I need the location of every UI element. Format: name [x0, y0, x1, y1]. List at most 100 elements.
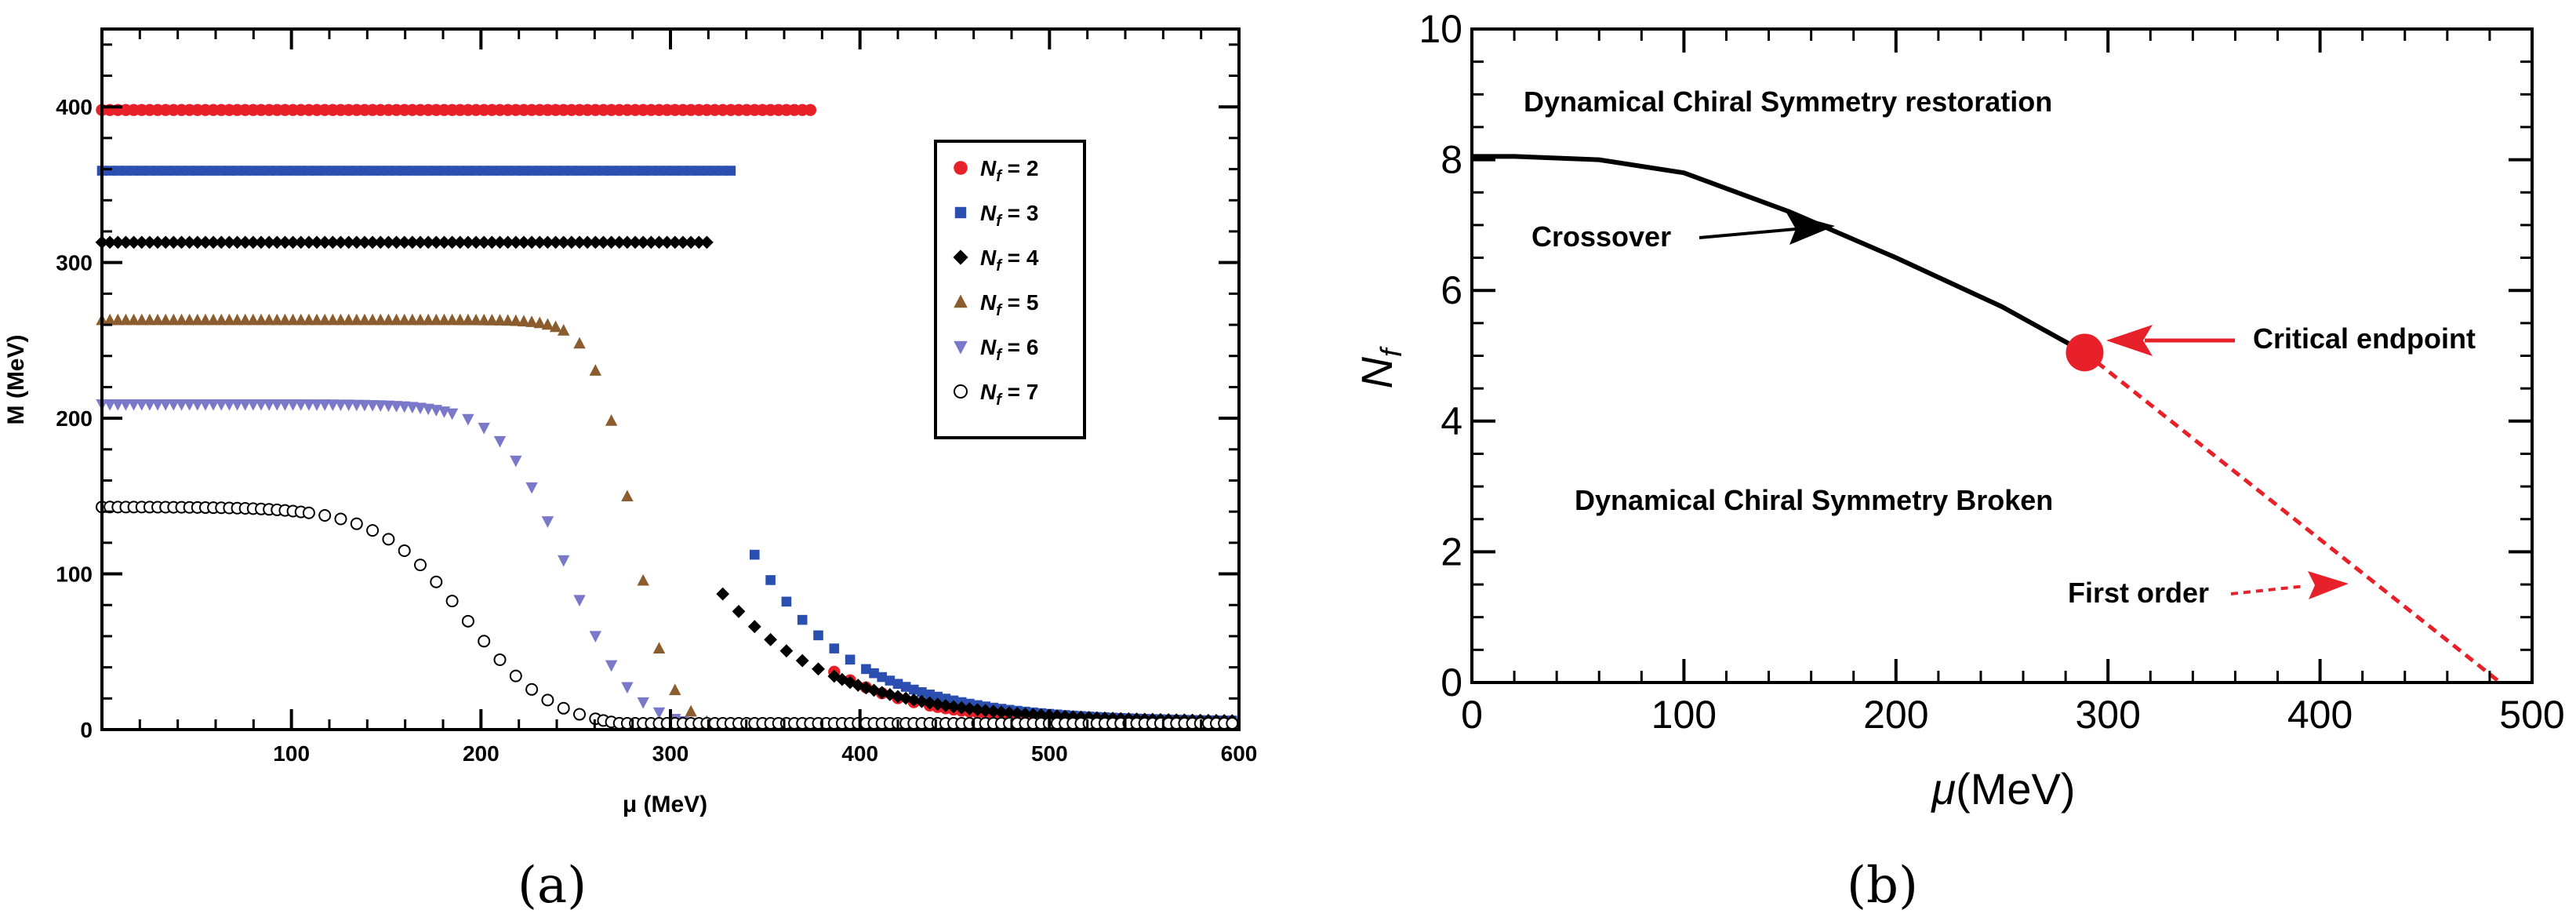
data-point — [469, 235, 483, 249]
y-tick-label: 8 — [1441, 138, 1462, 182]
data-point — [718, 166, 728, 176]
data-point — [254, 235, 268, 249]
data-point — [214, 235, 228, 249]
x-tick-label: 400 — [2287, 693, 2353, 737]
data-point — [175, 313, 188, 326]
data-point — [160, 166, 171, 176]
data-point — [843, 675, 857, 690]
data-point — [262, 235, 276, 249]
data-point — [509, 235, 523, 249]
data-point — [318, 508, 332, 522]
legend-entry: Nf = 2 — [980, 156, 1038, 185]
data-point — [445, 595, 459, 608]
data-point — [119, 235, 133, 249]
data-point — [390, 235, 403, 249]
data-point — [485, 235, 499, 249]
data-point — [263, 166, 274, 176]
data-point — [159, 313, 172, 326]
data-point — [127, 313, 140, 326]
data-point — [271, 399, 283, 411]
data-point — [541, 318, 554, 330]
data-point — [462, 413, 474, 426]
data-point — [231, 313, 244, 326]
series-7 — [96, 501, 1239, 730]
data-point — [526, 166, 537, 176]
data-point — [280, 166, 290, 176]
data-point — [255, 399, 267, 411]
data-point — [382, 400, 395, 413]
data-point — [685, 166, 696, 176]
data-point — [246, 235, 260, 249]
data-point — [152, 166, 163, 176]
data-point — [558, 166, 569, 176]
data-point — [398, 544, 411, 557]
data-point — [208, 166, 219, 176]
data-point — [518, 166, 529, 176]
data-point — [319, 166, 330, 176]
data-point — [176, 166, 187, 176]
data-point — [318, 313, 331, 326]
data-point — [438, 313, 451, 326]
legend-entry: Nf = 7 — [980, 380, 1038, 409]
data-point — [326, 313, 340, 326]
data-point — [256, 166, 267, 176]
ylabel-sub: f — [1375, 346, 1408, 357]
panel-b-ticks: 0 100 200 300 400 500 0 2 4 6 8 10 — [1419, 7, 2564, 737]
x-tick-label: 200 — [1863, 693, 1928, 737]
data-point — [637, 573, 649, 586]
data-point — [541, 235, 554, 249]
y-tick-label: 400 — [56, 95, 93, 119]
data-point — [692, 235, 706, 249]
data-point — [510, 455, 522, 468]
data-point — [104, 313, 116, 326]
data-point — [589, 631, 601, 643]
y-tick-label: 10 — [1419, 7, 1462, 51]
data-point — [350, 235, 364, 249]
data-point — [199, 399, 212, 411]
data-point — [493, 435, 507, 448]
data-point — [590, 166, 601, 176]
data-point — [104, 399, 116, 411]
data-point — [525, 235, 539, 249]
data-point — [877, 672, 887, 683]
data-point — [541, 693, 554, 707]
data-point — [423, 166, 434, 176]
data-point — [421, 235, 435, 249]
data-point — [200, 166, 211, 176]
data-point — [295, 399, 307, 411]
data-point — [311, 399, 323, 411]
x-tick-label: 500 — [1031, 741, 1068, 766]
data-point — [541, 516, 554, 528]
data-point — [414, 313, 427, 326]
data-point — [971, 703, 984, 717]
data-point — [917, 686, 927, 697]
data-point — [861, 664, 871, 675]
legend-entry: Nf = 4 — [980, 246, 1039, 275]
data-point — [374, 313, 387, 326]
data-point — [932, 691, 943, 702]
data-point — [366, 399, 379, 412]
data-point — [781, 596, 792, 607]
data-point — [1019, 707, 1032, 721]
panel-b-frame — [1470, 27, 2534, 684]
data-point — [557, 235, 571, 249]
data-point — [311, 313, 323, 326]
data-point — [612, 235, 627, 249]
data-point — [558, 324, 570, 336]
data-point — [414, 559, 427, 572]
data-point — [693, 166, 704, 176]
data-point — [382, 533, 395, 546]
data-point — [621, 682, 634, 694]
data-point — [462, 313, 474, 326]
data-point — [216, 166, 227, 176]
data-point — [478, 422, 490, 435]
data-point — [399, 166, 409, 176]
y-tick-label: 200 — [56, 406, 93, 431]
data-point — [654, 166, 664, 176]
data-point — [255, 313, 267, 326]
data-point — [166, 235, 180, 249]
legend-marker — [954, 384, 968, 399]
xlabel-mu: μ — [1930, 764, 1956, 814]
panel-a-ticks: 100 200 300 400 500 600 0 100 200 300 400 — [56, 29, 1257, 766]
data-point — [374, 400, 387, 412]
